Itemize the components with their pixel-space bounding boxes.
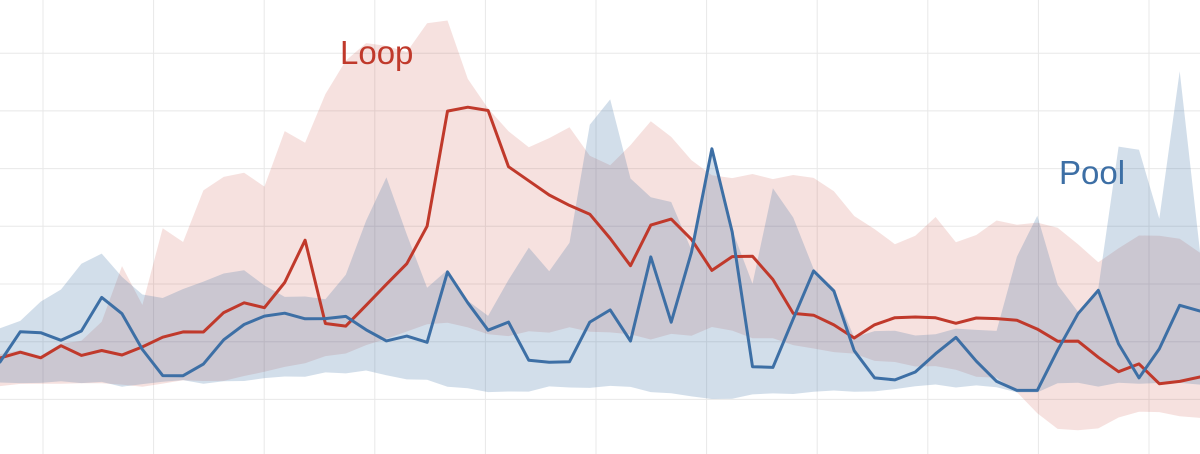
svg-text:Loop: Loop — [340, 34, 413, 71]
svg-text:Pool: Pool — [1059, 154, 1125, 191]
